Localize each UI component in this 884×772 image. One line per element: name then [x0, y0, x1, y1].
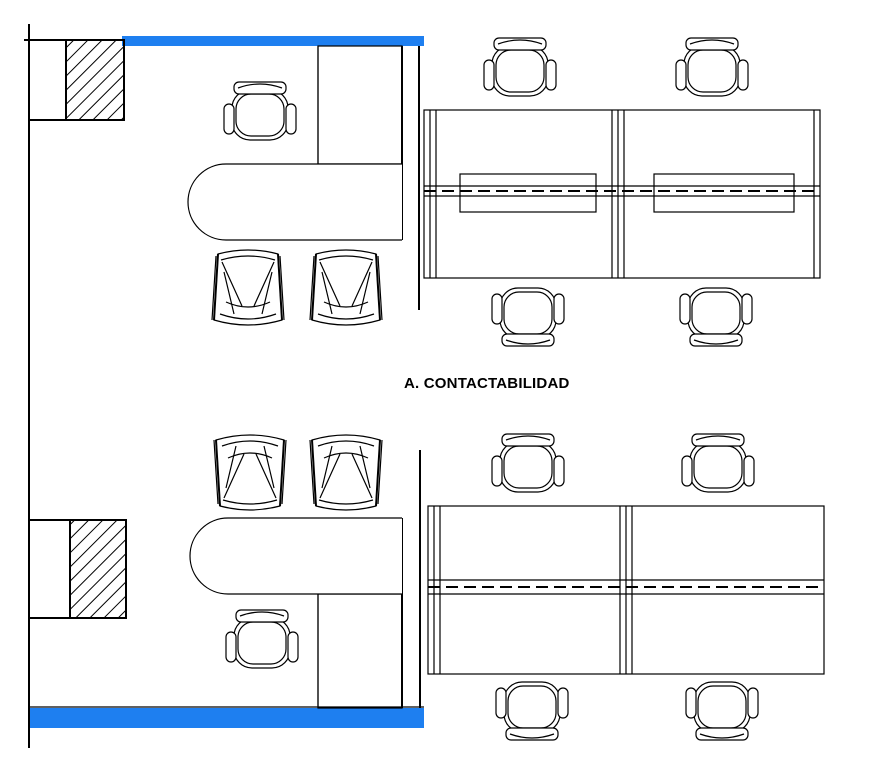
- office-chair-icon: [685, 681, 759, 741]
- office-bottom: [189, 434, 421, 709]
- office-chair-icon: [223, 81, 297, 141]
- hatched-column-icon: [29, 519, 127, 619]
- office-chair-icon: [483, 37, 557, 97]
- visitor-armchair-icon: [309, 434, 383, 511]
- visitor-armchair-icon: [211, 249, 285, 326]
- hatched-column-icon: [29, 39, 125, 121]
- section-label: A. CONTACTABILIDAD: [404, 375, 570, 392]
- office-chair-icon: [679, 287, 753, 347]
- workstation-desk-icon: [423, 37, 821, 347]
- visitor-armchair-icon: [213, 434, 287, 511]
- bottom-wall-accent: [30, 708, 424, 728]
- office-chair-icon: [225, 609, 299, 669]
- workstation-desk-icon: [427, 433, 825, 741]
- round-end-desk-icon: [187, 163, 402, 241]
- office-chair-icon: [491, 433, 565, 493]
- office-chair-icon: [675, 37, 749, 97]
- walls: [24, 24, 424, 748]
- top-wall-accent: [122, 36, 424, 46]
- visitor-armchair-icon: [309, 249, 383, 326]
- office-top: [187, 45, 420, 326]
- round-end-desk-icon: [189, 517, 402, 595]
- office-chair-icon: [681, 433, 755, 493]
- office-chair-icon: [491, 287, 565, 347]
- office-chair-icon: [495, 681, 569, 741]
